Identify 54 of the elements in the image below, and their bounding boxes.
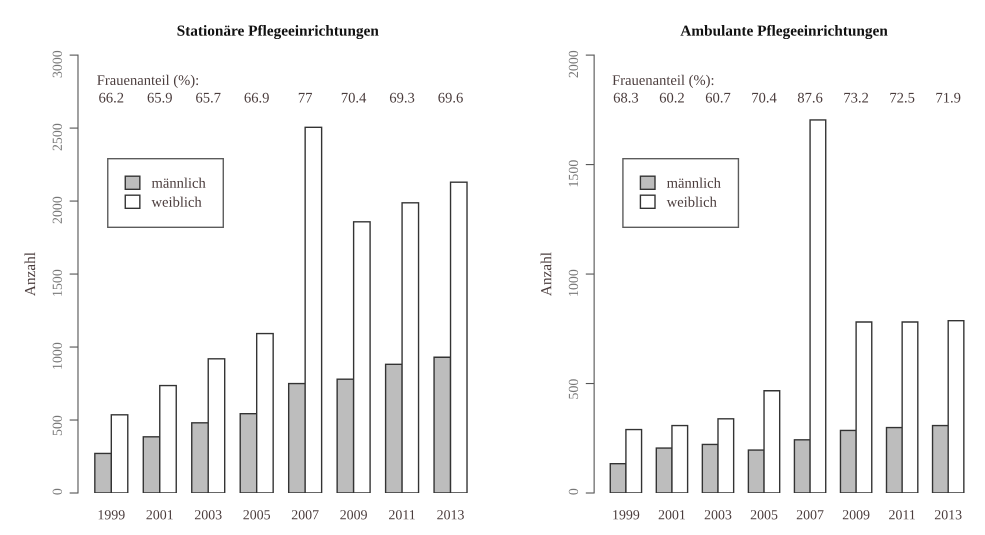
x-tick-label: 2005	[750, 510, 778, 520]
y-tick-label: 1000	[568, 270, 578, 296]
annotation: 65.7	[196, 92, 221, 103]
annotation: 69.6	[438, 92, 463, 103]
annotation: Frauenanteil (%):	[97, 74, 198, 88]
x-tick-label: 2007	[292, 510, 319, 520]
x-tick-label: 2011	[889, 510, 915, 520]
y-tick-label: 2000	[568, 50, 578, 78]
legend-label: männlich	[152, 178, 206, 188]
annotation: 70.4	[752, 92, 777, 103]
y-tick-label: 2000	[52, 196, 62, 224]
y-tick-label: 1500	[52, 270, 62, 296]
annotation: 72.5	[890, 92, 914, 103]
legend-label: weiblich	[666, 196, 717, 207]
annotation: 73.2	[844, 92, 868, 103]
annotation: 60.7	[706, 92, 730, 103]
annotation: 87.6	[798, 92, 822, 103]
legend-label: weiblich	[152, 196, 202, 207]
x-tick-label: 1999	[613, 510, 640, 520]
x-tick-label: 2009	[842, 510, 870, 520]
x-tick-label: 2007	[796, 510, 824, 520]
y-tick-label: 500	[52, 416, 62, 436]
annotation: Frauenanteil (%):	[612, 74, 714, 88]
annotation: 68.3	[614, 92, 638, 103]
y-tick-label: 1500	[568, 160, 578, 186]
y-axis-title: Anzahl	[540, 252, 552, 296]
annotation: 70.4	[342, 92, 366, 103]
annotation: 66.2	[99, 92, 124, 103]
x-tick-label: 2013	[437, 510, 464, 520]
chart-title: Ambulante Pflegeeinrichtungen	[680, 24, 888, 40]
y-tick-label: 2500	[52, 124, 62, 150]
annotation: 60.2	[660, 92, 684, 103]
annotation: 77	[298, 92, 312, 102]
chart-title: Stationäre Pflegeeinrichtungen	[178, 24, 379, 40]
x-tick-label: 2005	[243, 510, 270, 520]
y-tick-label: 0	[568, 488, 578, 495]
annotation: 71.9	[936, 92, 960, 103]
x-tick-label: 2003	[194, 510, 222, 520]
annotation: 66.9	[244, 92, 269, 103]
legend-label: männlich	[666, 178, 721, 188]
y-tick-label: 0	[52, 488, 62, 495]
x-tick-label: 2009	[340, 510, 367, 520]
annotation: 65.9	[148, 92, 172, 103]
x-tick-label: 1999	[98, 510, 125, 520]
x-tick-label: 2003	[704, 510, 732, 520]
x-tick-label: 2011	[389, 510, 415, 520]
x-tick-label: 2013	[934, 510, 962, 520]
x-tick-label: 2001	[658, 510, 686, 520]
y-tick-label: 1000	[52, 342, 62, 369]
y-tick-label: 3000	[52, 50, 62, 78]
y-axis-title: Anzahl	[24, 252, 36, 296]
annotation: 69.3	[390, 92, 414, 103]
x-tick-label: 2001	[146, 510, 173, 520]
y-tick-label: 500	[568, 379, 578, 399]
